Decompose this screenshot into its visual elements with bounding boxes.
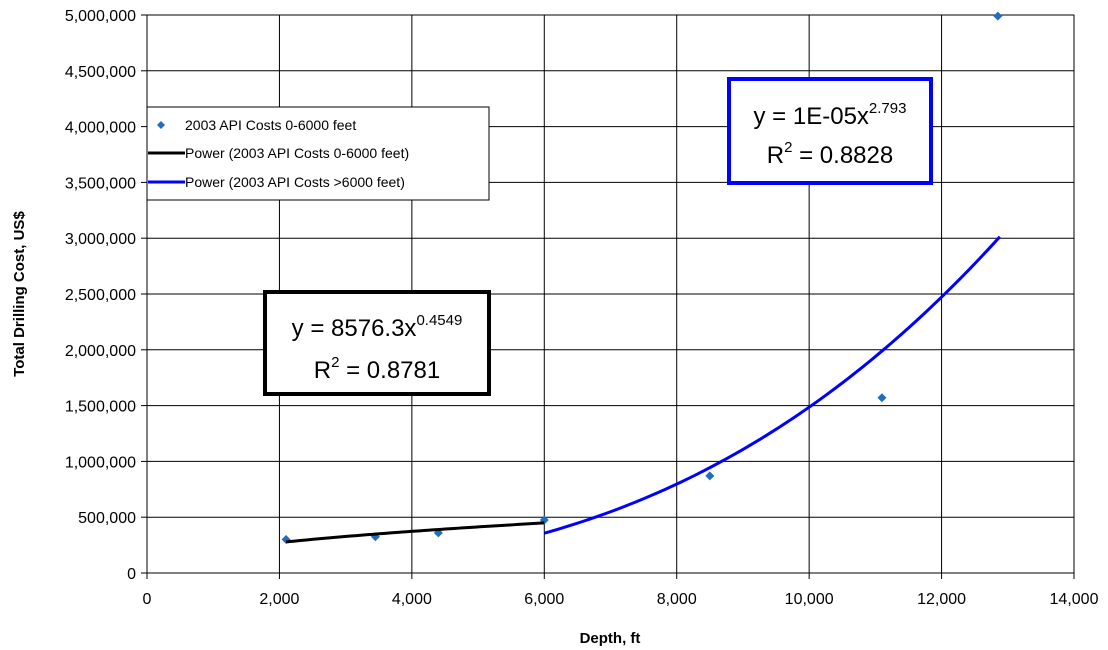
r-squared-line: R2 = 0.8828: [767, 139, 893, 169]
y-tick-label: 5,000,000: [65, 8, 136, 25]
scatter-point: [705, 471, 715, 481]
y-tick-label: 1,500,000: [65, 399, 136, 416]
y-tick-label: 3,500,000: [65, 175, 136, 192]
legend-box: [146, 106, 490, 201]
equation-line: y = 8576.3x0.4549: [292, 312, 463, 342]
trendline-power-0-6000: [285, 521, 545, 544]
y-tick-label: 4,500,000: [65, 64, 136, 81]
x-tick-label: 2,000: [259, 591, 299, 608]
x-tick-label: 8,000: [657, 591, 697, 608]
y-tick-label: 3,000,000: [65, 231, 136, 248]
legend: 2003 API Costs 0-6000 feet Power (2003 AP…: [146, 106, 490, 201]
equation-box: [727, 77, 933, 185]
trendline-power-over-6000: [543, 235, 1001, 535]
scatter-point: [877, 393, 887, 403]
axes: [141, 14, 1075, 579]
legend-label: Power (2003 API Costs >6000 feet): [185, 174, 405, 190]
legend-label: Power (2003 API Costs 0-6000 feet): [185, 145, 409, 161]
y-tick-label: 2,500,000: [65, 287, 136, 304]
y-axis-title: Total Drilling Cost, US$: [11, 211, 28, 377]
y-tick-label: 0: [127, 566, 136, 583]
legend-marker-diamond: [157, 121, 165, 129]
equation-line: y = 1E-05x2.793: [754, 100, 907, 130]
x-tick-label: 6,000: [524, 591, 564, 608]
legend-label: 2003 API Costs 0-6000 feet: [185, 117, 356, 133]
y-tick-label: 500,000: [78, 510, 136, 527]
series: [281, 11, 1003, 545]
tick-labels: 0 2,000 4,000 6,000 8,000 10,000 12,000 14,000 0…: [65, 8, 1099, 608]
r-squared-line: R2 = 0.8781: [314, 354, 440, 384]
x-tick-label: 4,000: [392, 591, 432, 608]
y-tick-label: 4,000,000: [65, 120, 136, 137]
annotations: y = 8576.3x0.4549 R2 = 0.8781 y = 1E-05x2.…: [263, 77, 933, 396]
x-tick-label: 0: [143, 591, 152, 608]
scatter-point: [993, 11, 1003, 21]
y-tick-label: 1,000,000: [65, 454, 136, 471]
y-tick-label: 2,000,000: [65, 343, 136, 360]
x-tick-label: 14,000: [1050, 591, 1099, 608]
x-axis-title: Depth, ft: [580, 630, 641, 647]
x-tick-label: 12,000: [917, 591, 966, 608]
x-tick-label: 10,000: [785, 591, 834, 608]
equation-box: [263, 290, 491, 396]
